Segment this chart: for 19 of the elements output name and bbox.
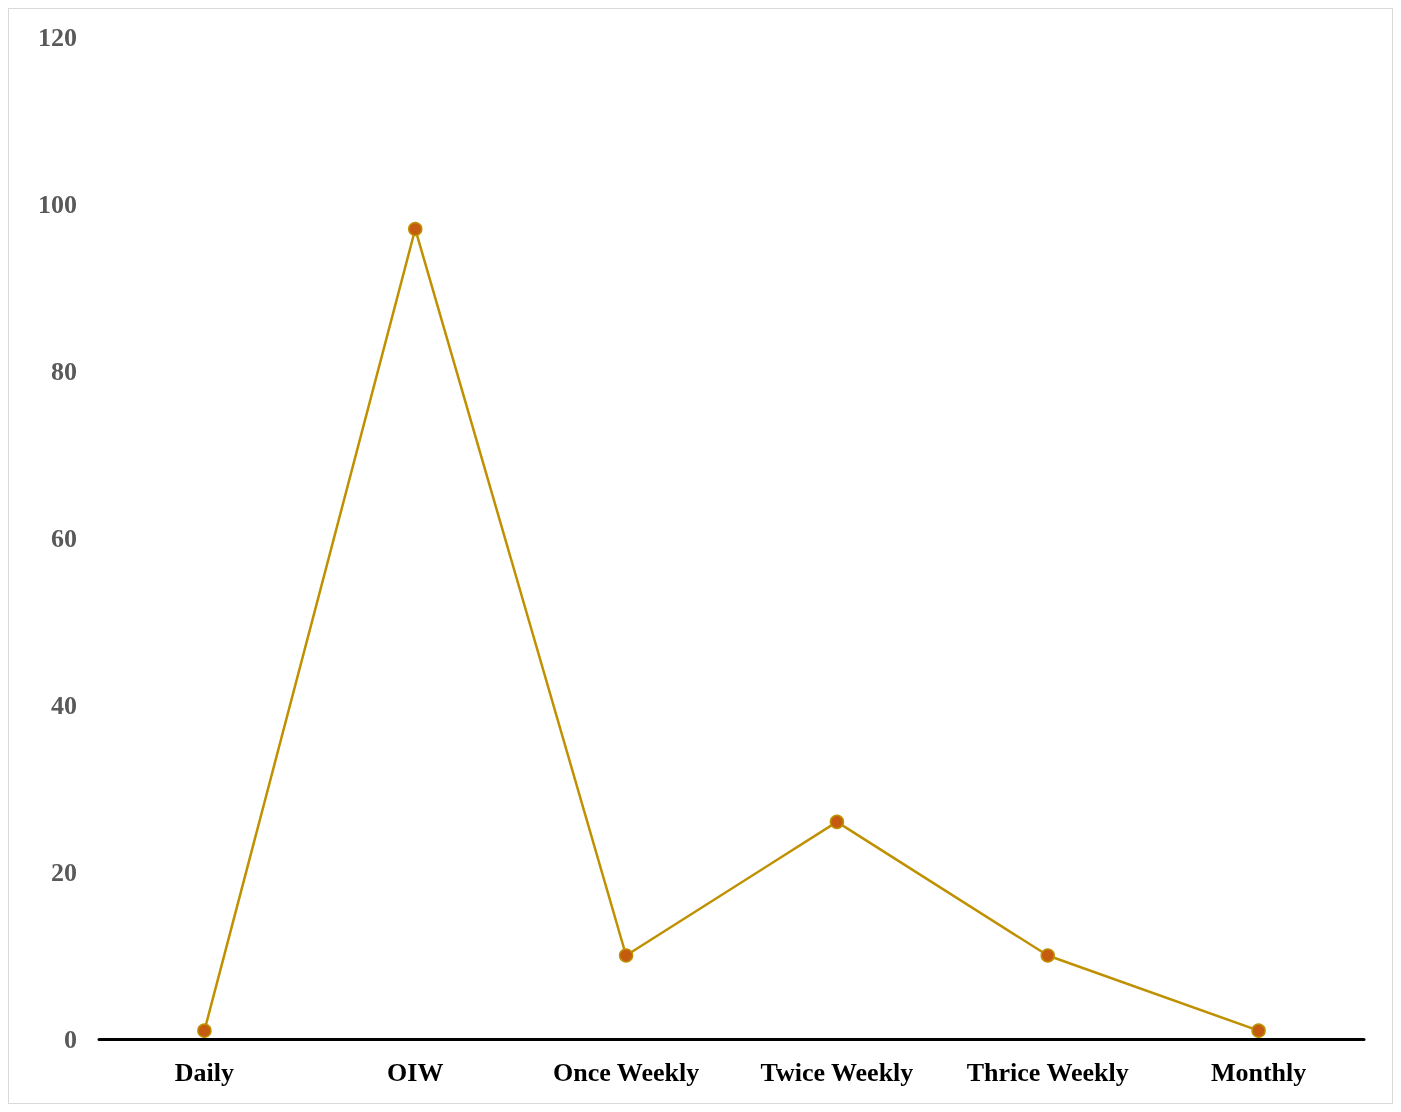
y-tick-label: 120: [38, 22, 77, 52]
y-tick-label: 40: [51, 690, 77, 720]
point: [618, 948, 634, 963]
x-tick-label: Monthly: [1210, 1057, 1307, 1087]
x-tick-label: OIW: [387, 1057, 444, 1087]
y-tick-label: 80: [51, 356, 77, 386]
point: [1040, 948, 1055, 963]
point: [197, 1023, 212, 1038]
y-tick-label: 0: [64, 1024, 77, 1054]
y-tick-label: 100: [38, 189, 77, 219]
x-tick-label: Once Weekly: [553, 1057, 700, 1087]
y-tick-label: 20: [51, 857, 77, 887]
point: [829, 814, 845, 830]
x-tick-label: Thrice Weekly: [966, 1057, 1129, 1087]
point: [408, 221, 423, 237]
point: [1251, 1023, 1266, 1038]
y-tick-label: 60: [51, 523, 77, 553]
x-tick-label: Daily: [174, 1057, 235, 1087]
x-tick-label: Twice Weekly: [760, 1057, 914, 1087]
